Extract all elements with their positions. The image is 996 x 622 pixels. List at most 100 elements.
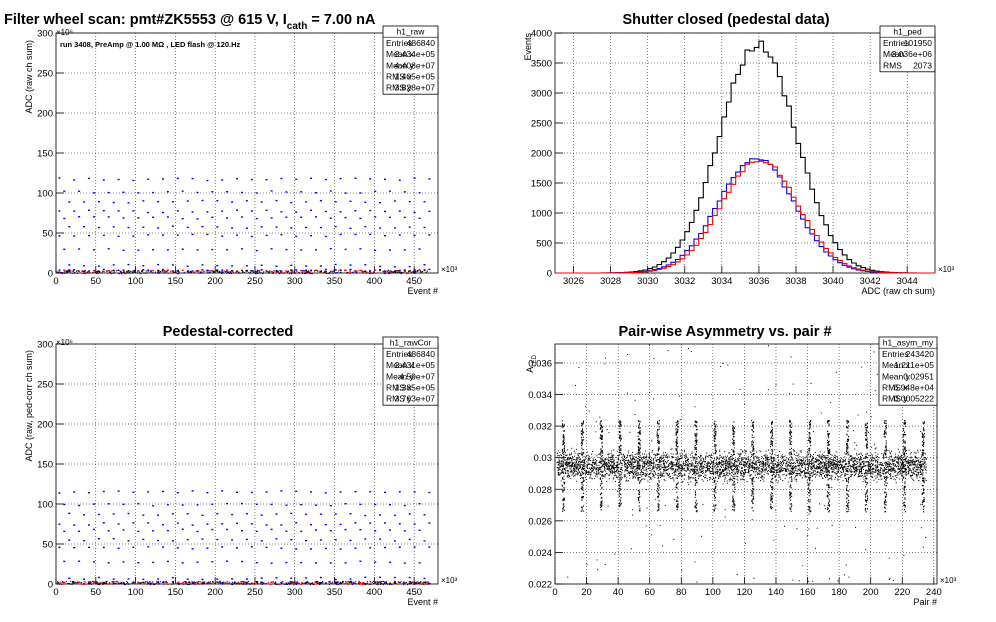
panel-asym-point bbox=[676, 464, 678, 465]
panel-asym-point bbox=[861, 475, 863, 476]
panel-asym-point bbox=[769, 452, 771, 454]
panel-ped-series-0 bbox=[555, 40, 935, 274]
panel-rawcor-floor-point bbox=[301, 582, 303, 584]
panel-asym-point bbox=[570, 478, 572, 480]
panel-rawcor-point bbox=[290, 512, 293, 515]
panel-asym-point bbox=[721, 464, 723, 466]
panel-asym-point bbox=[722, 483, 724, 485]
panel-asym-point bbox=[752, 462, 754, 464]
panel-asym-point bbox=[742, 450, 744, 452]
panel-asym-point bbox=[627, 480, 629, 482]
panel-rawcor-floor-point bbox=[226, 581, 228, 583]
panel-asym-point bbox=[716, 457, 718, 458]
panel-asym-point bbox=[834, 459, 836, 461]
panel-asym-point bbox=[632, 467, 634, 469]
panel-asym-point bbox=[769, 470, 771, 472]
panel-asym-point bbox=[808, 463, 810, 465]
panel-raw-point bbox=[191, 211, 194, 213]
panel-rawcor-point bbox=[216, 513, 219, 515]
panel-rawcor-point bbox=[196, 561, 199, 563]
panel-asym-point bbox=[668, 455, 670, 457]
panel-asym-point bbox=[858, 453, 860, 455]
panel-asym-point bbox=[602, 470, 604, 472]
panel-asym-point bbox=[768, 465, 770, 467]
panel-asym-point bbox=[656, 459, 658, 461]
panel-asym-point bbox=[746, 450, 747, 452]
panel-asym-point bbox=[729, 477, 731, 479]
panel-raw-point bbox=[364, 270, 367, 272]
panel-asym-point bbox=[706, 456, 708, 458]
panel-asym-point bbox=[796, 473, 798, 475]
panel-asym-point bbox=[608, 478, 610, 480]
panel-asym-point bbox=[579, 463, 581, 465]
panel-asym-point bbox=[601, 466, 603, 468]
panel-rawcor-floor-point bbox=[71, 582, 74, 584]
panel-rawcor-floor-point bbox=[350, 580, 352, 582]
panel-asym-point bbox=[643, 473, 645, 475]
panel-raw-floor-point bbox=[286, 271, 289, 273]
panel-rawcor-floor-point bbox=[420, 583, 422, 585]
panel-asym-point bbox=[695, 472, 697, 474]
panel-asym-point bbox=[772, 468, 774, 470]
panel-asym-point bbox=[887, 461, 889, 463]
panel-raw-floor-point bbox=[138, 271, 141, 273]
panel-asym-point bbox=[684, 467, 686, 469]
panel-asym-point bbox=[615, 469, 617, 471]
panel-asym-point bbox=[923, 460, 925, 462]
panel-asym-point bbox=[678, 468, 680, 470]
panel-asym-point bbox=[616, 476, 617, 478]
panel-asym-point bbox=[801, 463, 803, 465]
panel-asym-point bbox=[742, 458, 744, 460]
panel-asym-point bbox=[787, 473, 789, 475]
panel-asym-point bbox=[621, 469, 623, 471]
panel-rawcor-point bbox=[329, 562, 332, 564]
panel-rawcor-floor-point bbox=[71, 583, 73, 586]
panel-rawcor-floor-point bbox=[123, 582, 125, 584]
panel-rawcor-point bbox=[152, 561, 155, 564]
panel-asym-point bbox=[866, 472, 868, 474]
panel-asym-point bbox=[681, 453, 683, 455]
panel-rawcor-floor-point bbox=[412, 581, 414, 583]
panel-rawcor-floor-point bbox=[256, 583, 258, 585]
panel-rawcor-point bbox=[137, 530, 140, 533]
panel-asym-point bbox=[822, 465, 824, 467]
panel-asym-point bbox=[861, 462, 863, 463]
panel-asym-point bbox=[911, 463, 913, 465]
panel-raw-point bbox=[398, 179, 401, 181]
panel-rawcor-floor-point bbox=[404, 582, 406, 584]
panel-rawcor-point bbox=[334, 578, 337, 581]
panel-asym-point bbox=[608, 454, 610, 456]
panel-asym-point bbox=[614, 474, 616, 476]
panel-rawcor-point bbox=[166, 504, 169, 506]
panel-raw-point bbox=[181, 190, 184, 192]
panel-asym-point bbox=[819, 462, 820, 464]
panel-asym-y-tick-label: 0.022 bbox=[528, 580, 552, 591]
panel-asym-point bbox=[726, 469, 728, 471]
panel-asym-point bbox=[627, 452, 629, 454]
panel-asym-point bbox=[576, 448, 578, 450]
panel-asym-point bbox=[751, 469, 753, 471]
panel-asym-point bbox=[774, 466, 776, 468]
panel-asym-point bbox=[595, 469, 597, 471]
panel-asym-point bbox=[589, 457, 591, 459]
panel-raw-floor-point bbox=[239, 272, 241, 275]
panel-asym-point bbox=[864, 465, 866, 467]
panel-asym-point bbox=[901, 461, 903, 463]
panel-rawcor-floor-point bbox=[62, 581, 64, 583]
panel-raw-point bbox=[379, 202, 382, 204]
panel-asym-point bbox=[707, 467, 708, 469]
panel-asym-point bbox=[647, 459, 649, 461]
panel-asym-point bbox=[693, 469, 695, 471]
panel-raw-floor-point bbox=[172, 271, 174, 273]
panel-asym-point bbox=[784, 455, 786, 457]
panel-raw-floor-point bbox=[257, 271, 259, 273]
panel-asym-point bbox=[848, 461, 850, 463]
panel-rawcor-floor-point bbox=[116, 581, 118, 583]
panel-asym-point bbox=[773, 470, 775, 472]
panel-raw-floor-point bbox=[173, 272, 175, 274]
panel-rawcor-floor-point bbox=[57, 582, 59, 584]
panel-raw-floor-point bbox=[414, 271, 416, 273]
panel-asym-point bbox=[859, 464, 861, 466]
panel-raw-floor-point bbox=[187, 269, 189, 272]
panel-asym-point bbox=[637, 460, 638, 462]
